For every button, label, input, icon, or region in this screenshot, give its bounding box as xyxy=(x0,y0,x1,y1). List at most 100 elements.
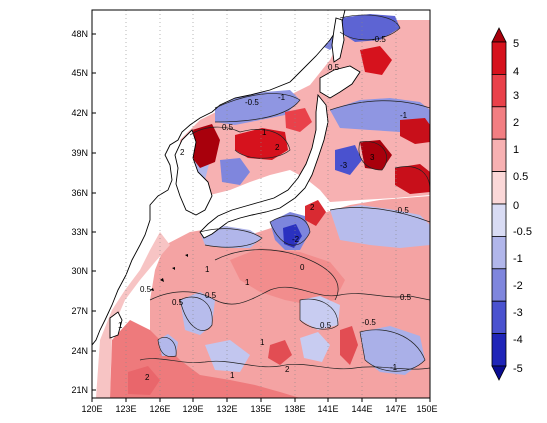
contour-12 xyxy=(329,100,430,111)
lat-label: 42N xyxy=(71,108,88,118)
land-taiwan xyxy=(109,311,123,339)
lat-label: 39N xyxy=(71,148,88,158)
colorbar-label: 0 xyxy=(513,200,519,212)
lon-label: 144E xyxy=(351,404,372,414)
lon-label: 126E xyxy=(149,404,170,414)
contour-1 xyxy=(149,286,430,305)
contour-13 xyxy=(358,141,388,171)
lon-label: 129E xyxy=(182,404,203,414)
contour-3 xyxy=(214,249,339,301)
np-warm-4 xyxy=(400,118,430,144)
contour-label: -0.5 xyxy=(245,98,259,107)
soj-cool-2 xyxy=(220,158,250,185)
lon-label: 138E xyxy=(284,404,305,414)
contour-8 xyxy=(199,228,263,248)
kuroshio-warm xyxy=(305,200,326,226)
colorbar-segments xyxy=(491,27,507,381)
contour-label: 2 xyxy=(180,148,185,157)
contour-label: 0.5 xyxy=(222,123,234,132)
colorbar-min-arrow xyxy=(491,365,507,381)
anomaly-cool-5 xyxy=(158,334,178,356)
lon-label: 135E xyxy=(250,404,271,414)
colorbar-label: 3 xyxy=(513,90,519,102)
kuroshio-deep-cool xyxy=(283,224,302,248)
contour-label: 1 xyxy=(205,265,210,274)
contour-label: 0.5 xyxy=(320,321,332,330)
lat-label: 24N xyxy=(71,346,88,356)
contour-label: -0.5 xyxy=(372,35,386,44)
colorbar-label: 5 xyxy=(513,38,519,50)
colorbar-segment xyxy=(491,203,507,237)
colorbar-segment xyxy=(491,300,507,335)
lat-label: 30N xyxy=(71,266,88,276)
contour-label: 2 xyxy=(285,365,290,374)
contour-label: 0.5 xyxy=(140,285,152,294)
colorbar-segment xyxy=(491,138,507,172)
np-cool-3 xyxy=(335,145,362,175)
colorbar-label: -2 xyxy=(513,280,523,292)
soj-warm-1 xyxy=(190,124,220,168)
contour-11 xyxy=(214,93,301,123)
contour-label: 0.5 xyxy=(172,298,184,307)
lat-label: 33N xyxy=(71,227,88,237)
np-warm-2 xyxy=(360,140,392,170)
np-warm-3 xyxy=(395,164,430,194)
lon-axis: 120E 123E 126E 129E 132E 135E 138E 141E … xyxy=(81,398,438,414)
colorbar-max-arrow xyxy=(491,27,507,43)
colorbar-label: 4 xyxy=(513,66,519,78)
lon-label: 132E xyxy=(216,404,237,414)
colorbar-segment xyxy=(491,106,507,140)
lat-label: 27N xyxy=(71,306,88,316)
colorbar-label: -1 xyxy=(513,253,523,265)
contour-label: -0.5 xyxy=(362,318,376,327)
np-warm-1 xyxy=(360,46,392,75)
lon-label: 150E xyxy=(416,404,437,414)
colorbar-label: -5 xyxy=(513,363,523,375)
sea-field-ecs xyxy=(96,232,170,398)
contour-label: 2 xyxy=(145,373,150,382)
field-layer xyxy=(96,14,430,398)
contour-15 xyxy=(339,14,401,41)
contour-2 xyxy=(139,358,430,370)
contour-6 xyxy=(359,329,426,372)
contour-5 xyxy=(179,296,213,331)
np-cool-1 xyxy=(340,14,400,42)
contour-9 xyxy=(329,207,430,223)
contour-label: 0.5 xyxy=(205,291,217,300)
anomaly-cool-3 xyxy=(360,326,425,375)
gridlines xyxy=(125,10,397,398)
lat-label: 45N xyxy=(71,68,88,78)
colorbar-segment xyxy=(491,333,507,367)
contour-4 xyxy=(299,298,339,330)
contour-label: 2 xyxy=(310,203,315,212)
contour-label: 1 xyxy=(230,371,235,380)
land-hokkaido xyxy=(319,65,361,99)
anomaly-warm-spot-2 xyxy=(268,340,292,365)
anomaly-cool-2 xyxy=(300,296,340,330)
colorbar-segment xyxy=(491,41,507,75)
soj-warm-2 xyxy=(235,128,288,160)
colorbar-label: 2 xyxy=(513,117,519,129)
contour-label-layer: -0.5 -1 0.5 1 2 -2 -3 3 0 -0.5 1 2 -1 0.… xyxy=(118,35,412,382)
contour-label: -1 xyxy=(278,93,286,102)
contour-label: -3 xyxy=(340,161,348,170)
colorbar-label: -4 xyxy=(513,334,523,346)
contour-label: 0.5 xyxy=(400,293,412,302)
lon-label: 141E xyxy=(317,404,338,414)
contour-label: -0.5 xyxy=(395,206,409,215)
land-japan xyxy=(199,93,329,239)
contour-label: -1 xyxy=(390,363,398,372)
colorbar-segment xyxy=(491,268,507,302)
contour-label: 0.5 xyxy=(328,63,340,72)
colorbar-label: 0.5 xyxy=(513,171,528,183)
colorbar-segment xyxy=(491,74,507,108)
lat-axis: 48N 45N 42N 39N 36N 33N 30N 27N 24N 21N xyxy=(71,29,96,395)
lon-label: 147E xyxy=(385,404,406,414)
contour-label: -2 xyxy=(292,235,300,244)
contour-label: -1 xyxy=(400,111,408,120)
east-cool xyxy=(330,205,430,248)
contour-label: 1 xyxy=(245,278,250,287)
contour-label: 1 xyxy=(118,321,123,330)
land-layer xyxy=(92,10,361,346)
soj-cool-north xyxy=(215,90,300,125)
